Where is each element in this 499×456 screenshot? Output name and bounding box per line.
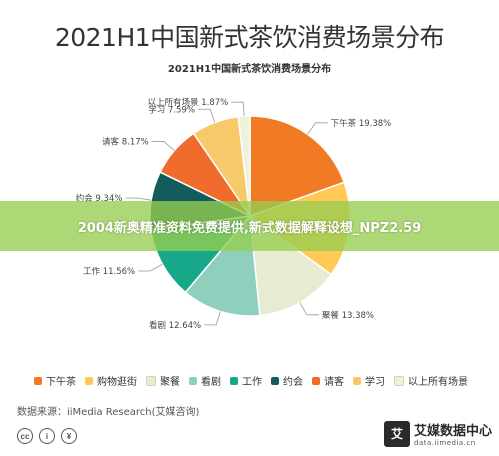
pie-label-7: 学习 7.59% [148,104,195,115]
chart-legend: 下午茶 购物逛街 聚餐 看剧 工作 约会 请客 学习 以上所有场景 [34,373,474,388]
pie-leader-lines [125,101,328,326]
pie-label-4: 工作 11.56% [83,266,135,277]
legend-label-8: 以上所有场景 [408,377,468,388]
pie-label-5: 约会 9.34% [76,193,123,204]
legend-item-2: 聚餐 [146,373,180,388]
legend-swatch-4 [230,376,238,385]
legend-label-3: 看剧 [201,377,221,388]
legend-swatch-1 [85,376,93,385]
pie-leader-6 [151,141,175,151]
legend-swatch-2 [146,375,156,386]
legend-item-7: 学习 [353,373,385,388]
brand-logo-block: 艾 艾媒数据中心 data.iimedia.cn [384,420,492,447]
legend-item-8: 以上所有场景 [394,373,468,388]
pie-labels: 下午茶 19.38% 聚餐 13.38% 看剧 12.64% 工作 11.56% 约会 … [76,97,392,331]
chart-title: 2021H1中国新式茶饮消费场景分布 [167,64,332,75]
pie-label-3: 看剧 12.64% [149,320,201,331]
pie-label-2: 聚餐 13.38% [322,311,374,321]
legend-label-1: 购物逛街 [97,377,137,388]
legend-label-0: 下午茶 [46,377,76,388]
pie-leader-4 [138,263,163,272]
license-icons: cc i ¥ [17,428,77,444]
overlay-banner: 2004新奥精准资料免费提供,新式数据解释设想_NPZ2.59 [0,201,499,251]
legend-item-1: 购物逛街 [85,373,137,388]
pie-leader-0 [307,122,328,135]
legend-swatch-6 [312,376,320,385]
legend-item-4: 工作 [230,373,262,388]
attribution-icon: i [39,428,55,444]
legend-label-7: 学习 [365,377,385,388]
brand-url: data.iimedia.cn [414,439,476,447]
legend-item-3: 看剧 [189,373,221,388]
pie-leader-5 [125,197,152,201]
legend-label-5: 约会 [283,377,303,388]
legend-swatch-7 [353,376,361,385]
legend-swatch-3 [189,376,197,385]
legend-item-0: 下午茶 [34,373,76,388]
brand-logo-icon: 艾 [384,420,410,447]
pie-label-8: 以上所有场景 1.87% [148,97,229,108]
legend-item-6: 请客 [312,373,344,388]
legend-label-2: 聚餐 [160,377,180,388]
pie-slice-0 [249,115,346,218]
pie-label-6: 请客 8.17% [102,136,149,147]
legend-label-4: 工作 [242,377,262,388]
legend-item-5: 约会 [271,373,303,388]
brand-name: 艾媒数据中心 [414,424,493,439]
noncommercial-icon: ¥ [61,428,77,444]
pie-leader-3 [204,311,221,326]
page-title: 2021H1中国新式茶饮消费场景分布 [54,23,445,52]
legend-swatch-5 [271,376,279,385]
cc-icon: cc [17,428,33,444]
legend-swatch-0 [34,376,42,385]
pie-label-0: 下午茶 19.38% [331,118,392,129]
pie-leader-2 [299,302,319,316]
data-source: 数据来源：iiMedia Research(艾媒咨询) [17,407,200,418]
pie-leader-7 [197,108,216,123]
legend-swatch-8 [394,375,404,386]
pie-leader-8 [231,101,245,117]
legend-label-6: 请客 [324,377,344,388]
